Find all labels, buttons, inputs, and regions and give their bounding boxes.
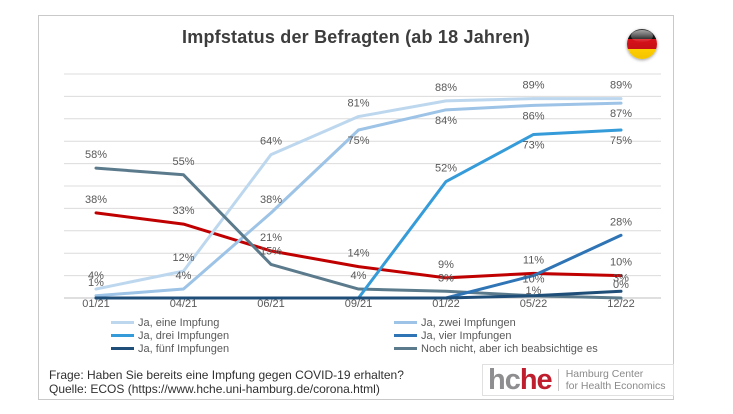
eine-line — [94, 97, 623, 291]
eine-value-label: 4% — [88, 270, 104, 282]
legend-label: Ja, drei Impfungen — [138, 329, 230, 342]
red-value-label: 33% — [172, 205, 194, 217]
footer-notes: Frage: Haben Sie bereits eine Impfung ge… — [49, 368, 404, 396]
eine-value-label: 89% — [610, 80, 632, 92]
zwei-value-label: 87% — [610, 108, 632, 120]
vaccination-line-chart: 01/21 04/21 06/21 09/21 01/22 05/22 12/22 38% 33… — [64, 73, 661, 310]
red-line — [94, 211, 623, 280]
legend-label: Ja, zwei Impfungen — [421, 316, 516, 329]
vier-value-label: 10% — [522, 274, 544, 286]
vier-value-label: 28% — [610, 216, 632, 228]
legend-label: Ja, fünf Impfungen — [138, 342, 230, 355]
red-value-label: 10% — [610, 257, 632, 269]
legend-swatch-fuenf — [111, 347, 134, 350]
red-value-label: 11% — [523, 254, 544, 266]
legend-column: Ja, zwei Impfungen Ja, vier Impfungen Noch… — [394, 316, 598, 355]
legend-label: Ja, vier Impfungen — [421, 329, 512, 342]
logo-wordmark: hche — [488, 364, 553, 396]
drei-value-label: 73% — [522, 139, 544, 151]
chart-title: Impfstatus der Befragten (ab 18 Jahren) — [182, 27, 530, 47]
x-axis-label: 09/21 — [345, 298, 373, 310]
logo-divider — [557, 369, 559, 391]
logo-org-line1: Hamburg Center — [565, 368, 644, 380]
legend-swatch-eine — [111, 321, 134, 324]
legend-item-drei: Ja, drei Impfungen — [111, 329, 230, 342]
nochnicht-value-label: 4% — [351, 270, 367, 282]
german-flag-icon — [627, 29, 657, 59]
eine-value-label: 81% — [347, 98, 369, 110]
zwei-value-label: 86% — [522, 110, 544, 122]
red-value-label: 21% — [260, 232, 282, 244]
legend-label: Noch nicht, aber ich beabsichtige es — [421, 342, 598, 355]
legend-label: Ja, eine Impfung — [138, 316, 220, 329]
legend-item-fuenf: Ja, fünf Impfungen — [111, 342, 230, 355]
logo-wordmark-red: he — [519, 364, 553, 396]
logo-org-line2: for Health Economics — [565, 380, 666, 392]
red-value-label: 38% — [85, 194, 107, 206]
legend-item-zwei: Ja, zwei Impfungen — [394, 316, 598, 329]
x-axis-label: 01/22 — [432, 298, 460, 310]
legend-column: Ja, eine Impfung Ja, drei Impfungen Ja, fü… — [111, 316, 230, 355]
drei-value-label: 75% — [610, 135, 632, 147]
logo-wordmark-gray: hc — [488, 364, 521, 396]
eine-value-label: 12% — [172, 252, 194, 264]
legend-item-nochnicht: Noch nicht, aber ich beabsichtige es — [394, 342, 598, 355]
hche-logo: hche Hamburg Center for Health Economics — [482, 364, 674, 396]
zwei-line — [94, 101, 623, 298]
question-text: Frage: Haben Sie bereits eine Impfung ge… — [49, 368, 404, 382]
legend-item-eine: Ja, eine Impfung — [111, 316, 229, 329]
nochnicht-value-label: 15% — [260, 245, 282, 257]
red-value-label: 9% — [438, 259, 454, 271]
fuenf-value-label: 3% — [613, 272, 629, 284]
source-text: Quelle: ECOS (https://www.hche.uni-hambu… — [49, 382, 380, 396]
eine-value-label: 64% — [260, 136, 282, 148]
eine-value-label: 89% — [522, 80, 544, 92]
legend-swatch-vier — [394, 334, 417, 337]
flag-gloss-highlight — [631, 30, 653, 42]
legend-item-vier: Ja, vier Impfungen — [394, 329, 598, 342]
zwei-value-label: 75% — [347, 135, 369, 147]
zwei-value-label: 4% — [176, 270, 192, 282]
logo-org-name: Hamburg Center for Health Economics — [566, 368, 666, 392]
legend-swatch-drei — [111, 334, 134, 337]
eine-value-label: 88% — [435, 82, 457, 94]
nochnicht-value-label: 3% — [438, 272, 454, 284]
x-axis-label: 01/21 — [82, 298, 110, 310]
drei-value-label: 52% — [435, 163, 457, 175]
x-axis-label: 05/22 — [520, 298, 548, 310]
zwei-value-label: 38% — [260, 194, 282, 206]
fuenf-line — [94, 289, 623, 300]
red-value-label: 14% — [347, 248, 369, 260]
legend-swatch-nochnicht — [394, 347, 417, 350]
zwei-value-label: 1% — [88, 277, 104, 289]
x-axis-label: 12/22 — [607, 298, 635, 310]
chart-card: Impfstatus der Befragten (ab 18 Jahren) … — [38, 15, 674, 400]
legend-swatch-zwei — [394, 321, 417, 324]
nochnicht-value-label: 55% — [172, 156, 194, 168]
nochnicht-value-label: 1% — [526, 285, 542, 297]
nochnicht-value-label: 58% — [85, 149, 107, 161]
nochnicht-value-label: 0% — [613, 279, 629, 291]
x-axis-label: 04/21 — [170, 298, 198, 310]
zwei-value-label: 84% — [435, 115, 457, 127]
x-axis-label: 06/21 — [257, 298, 285, 310]
